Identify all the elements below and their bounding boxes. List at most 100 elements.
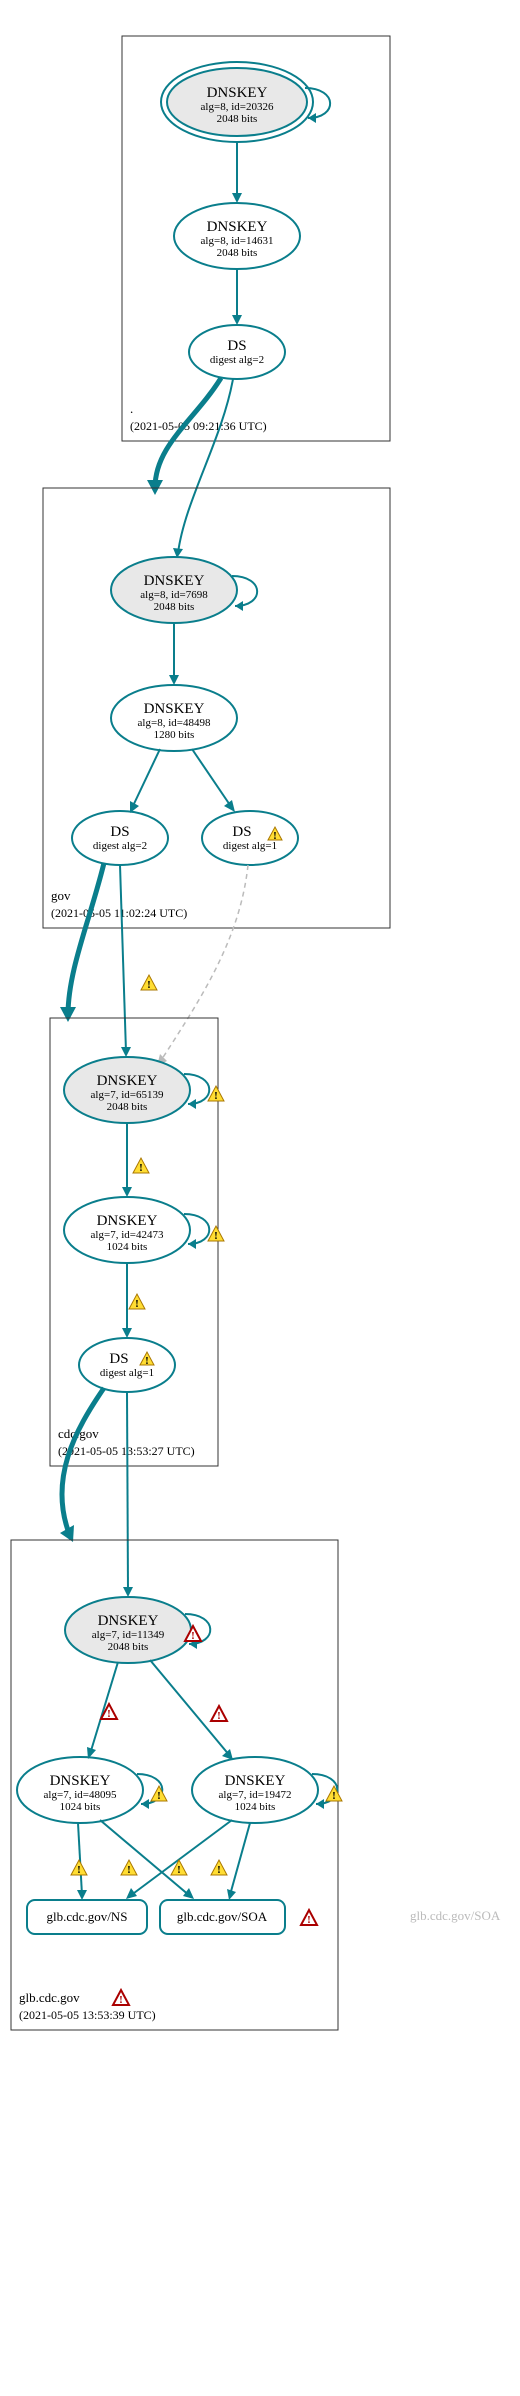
edge-glb-zsk1-ns [78, 1823, 82, 1895]
svg-text:DS: DS [227, 338, 246, 354]
warn-icon: ! [326, 1786, 342, 1802]
node-cdc-zsk: DNSKEY alg=7, id=42473 1024 bits [64, 1197, 190, 1263]
node-gov-ksk: DNSKEY alg=8, id=7698 2048 bits [111, 557, 237, 623]
svg-text:alg=7, id=42473: alg=7, id=42473 [91, 1229, 164, 1241]
svg-text:!: ! [217, 1710, 221, 1722]
svg-text:!: ! [107, 1708, 111, 1720]
svg-text:!: ! [191, 1630, 195, 1642]
zone-title-root: . [130, 401, 133, 416]
svg-text:2048 bits: 2048 bits [108, 1641, 149, 1653]
edge-gov-zsk-ds2 [192, 749, 232, 808]
svg-text:glb.cdc.gov/SOA: glb.cdc.gov/SOA [177, 1909, 268, 1924]
node-glb-zsk1: DNSKEY alg=7, id=48095 1024 bits [17, 1757, 143, 1823]
svg-text:1024 bits: 1024 bits [107, 1241, 148, 1253]
svg-text:!: ! [273, 830, 277, 842]
svg-text:2048 bits: 2048 bits [154, 601, 195, 613]
svg-text:!: ! [147, 979, 151, 991]
svg-text:DNSKEY: DNSKEY [97, 1213, 158, 1229]
root-ksk-title: DNSKEY [207, 85, 268, 101]
warn-icon: ! [133, 1158, 149, 1174]
edge-glb-ksk-zsk1 [90, 1662, 118, 1754]
warn-icon: ! [129, 1294, 145, 1310]
svg-text:DS: DS [232, 824, 251, 840]
node-root-zsk: DNSKEY alg=8, id=14631 2048 bits [174, 203, 300, 269]
edge-root-gov-deleg [155, 378, 221, 488]
edge-cdc-glb-deleg [62, 1388, 104, 1536]
node-gov-ds1: DS digest alg=2 [72, 811, 168, 865]
grey-record-soa: glb.cdc.gov/SOA [410, 1908, 501, 1923]
svg-text:alg=7, id=11349: alg=7, id=11349 [92, 1629, 165, 1641]
svg-text:!: ! [177, 1864, 181, 1876]
svg-text:!: ! [214, 1230, 218, 1242]
svg-text:DNSKEY: DNSKEY [225, 1773, 286, 1789]
zone-ts-glb: (2021-05-05 13:53:39 UTC) [19, 2008, 156, 2022]
svg-text:DNSKEY: DNSKEY [98, 1613, 159, 1629]
edge-gov-zsk-ds1 [132, 749, 160, 808]
edge-gov-cdc-deleg [68, 863, 104, 1015]
svg-text:!: ! [332, 1790, 336, 1802]
node-gov-zsk: DNSKEY alg=8, id=48498 1280 bits [111, 685, 237, 751]
svg-text:digest alg=1: digest alg=1 [100, 1367, 154, 1379]
svg-text:2048 bits: 2048 bits [107, 1101, 148, 1113]
svg-text:!: ! [145, 1355, 149, 1367]
svg-text:!: ! [119, 1994, 123, 2006]
zone-title-gov: gov [51, 888, 71, 903]
node-root-ksk: DNSKEY alg=8, id=20326 2048 bits [161, 62, 313, 142]
svg-text:!: ! [157, 1790, 161, 1802]
edge-root-ksk-self [305, 88, 330, 118]
svg-text:DNSKEY: DNSKEY [144, 573, 205, 589]
svg-text:alg=8, id=14631: alg=8, id=14631 [201, 235, 274, 247]
svg-text:alg=7, id=19472: alg=7, id=19472 [219, 1789, 292, 1801]
svg-text:!: ! [307, 1914, 311, 1926]
svg-text:digest alg=1: digest alg=1 [223, 840, 277, 852]
zone-ts-gov: (2021-05-05 11:02:24 UTC) [51, 906, 187, 920]
node-glb-ksk: DNSKEY alg=7, id=11349 2048 bits [65, 1597, 191, 1663]
svg-text:alg=7, id=65139: alg=7, id=65139 [91, 1089, 164, 1101]
warn-icon: ! [71, 1860, 87, 1876]
svg-text:!: ! [135, 1298, 139, 1310]
svg-text:1024 bits: 1024 bits [60, 1801, 101, 1813]
edge-gov-ds2-cdc-ksk [160, 865, 248, 1062]
root-ksk-sub1: alg=8, id=20326 [201, 101, 274, 113]
edge-root-ds-gov-ksk [178, 379, 233, 553]
edge-glb-zsk2-soa [230, 1823, 250, 1895]
svg-text:DS: DS [109, 1351, 128, 1367]
svg-text:DNSKEY: DNSKEY [97, 1073, 158, 1089]
warn-icon: ! [121, 1860, 137, 1876]
node-gov-ds2: DS digest alg=1 [202, 811, 298, 865]
svg-text:DS: DS [110, 824, 129, 840]
node-root-ds: DS digest alg=2 [189, 325, 285, 379]
svg-text:alg=7, id=48095: alg=7, id=48095 [44, 1789, 117, 1801]
warn-icon: ! [141, 975, 157, 991]
svg-text:alg=8, id=7698: alg=8, id=7698 [140, 589, 208, 601]
node-glb-zsk2: DNSKEY alg=7, id=19472 1024 bits [192, 1757, 318, 1823]
svg-text:!: ! [139, 1162, 143, 1174]
root-ksk-sub2: 2048 bits [217, 113, 258, 125]
svg-text:digest alg=2: digest alg=2 [210, 354, 264, 366]
warn-icon: ! [208, 1226, 224, 1242]
node-cdc-ds: DS digest alg=1 [79, 1338, 175, 1392]
error-icon: ! [301, 1910, 317, 1926]
warn-icon: ! [211, 1860, 227, 1876]
svg-text:DNSKEY: DNSKEY [207, 219, 268, 235]
svg-text:!: ! [127, 1864, 131, 1876]
svg-text:!: ! [214, 1090, 218, 1102]
svg-text:digest alg=2: digest alg=2 [93, 840, 147, 852]
svg-text:!: ! [217, 1864, 221, 1876]
svg-text:1024 bits: 1024 bits [235, 1801, 276, 1813]
svg-text:2048 bits: 2048 bits [217, 247, 258, 259]
edge-cdc-ds-glb-ksk [127, 1392, 128, 1592]
svg-text:1280 bits: 1280 bits [154, 729, 195, 741]
svg-text:DNSKEY: DNSKEY [50, 1773, 111, 1789]
warn-icon: ! [151, 1786, 167, 1802]
zone-title-glb: glb.cdc.gov [19, 1990, 80, 2005]
svg-text:DNSKEY: DNSKEY [144, 701, 205, 717]
warn-icon: ! [208, 1086, 224, 1102]
warn-icon: ! [171, 1860, 187, 1876]
edge-gov-ds1-cdc-ksk [120, 865, 126, 1052]
error-icon: ! [211, 1706, 227, 1722]
svg-text:alg=8, id=48498: alg=8, id=48498 [138, 717, 211, 729]
node-cdc-ksk: DNSKEY alg=7, id=65139 2048 bits [64, 1057, 190, 1123]
svg-text:!: ! [77, 1864, 81, 1876]
error-icon: ! [113, 1990, 129, 2006]
